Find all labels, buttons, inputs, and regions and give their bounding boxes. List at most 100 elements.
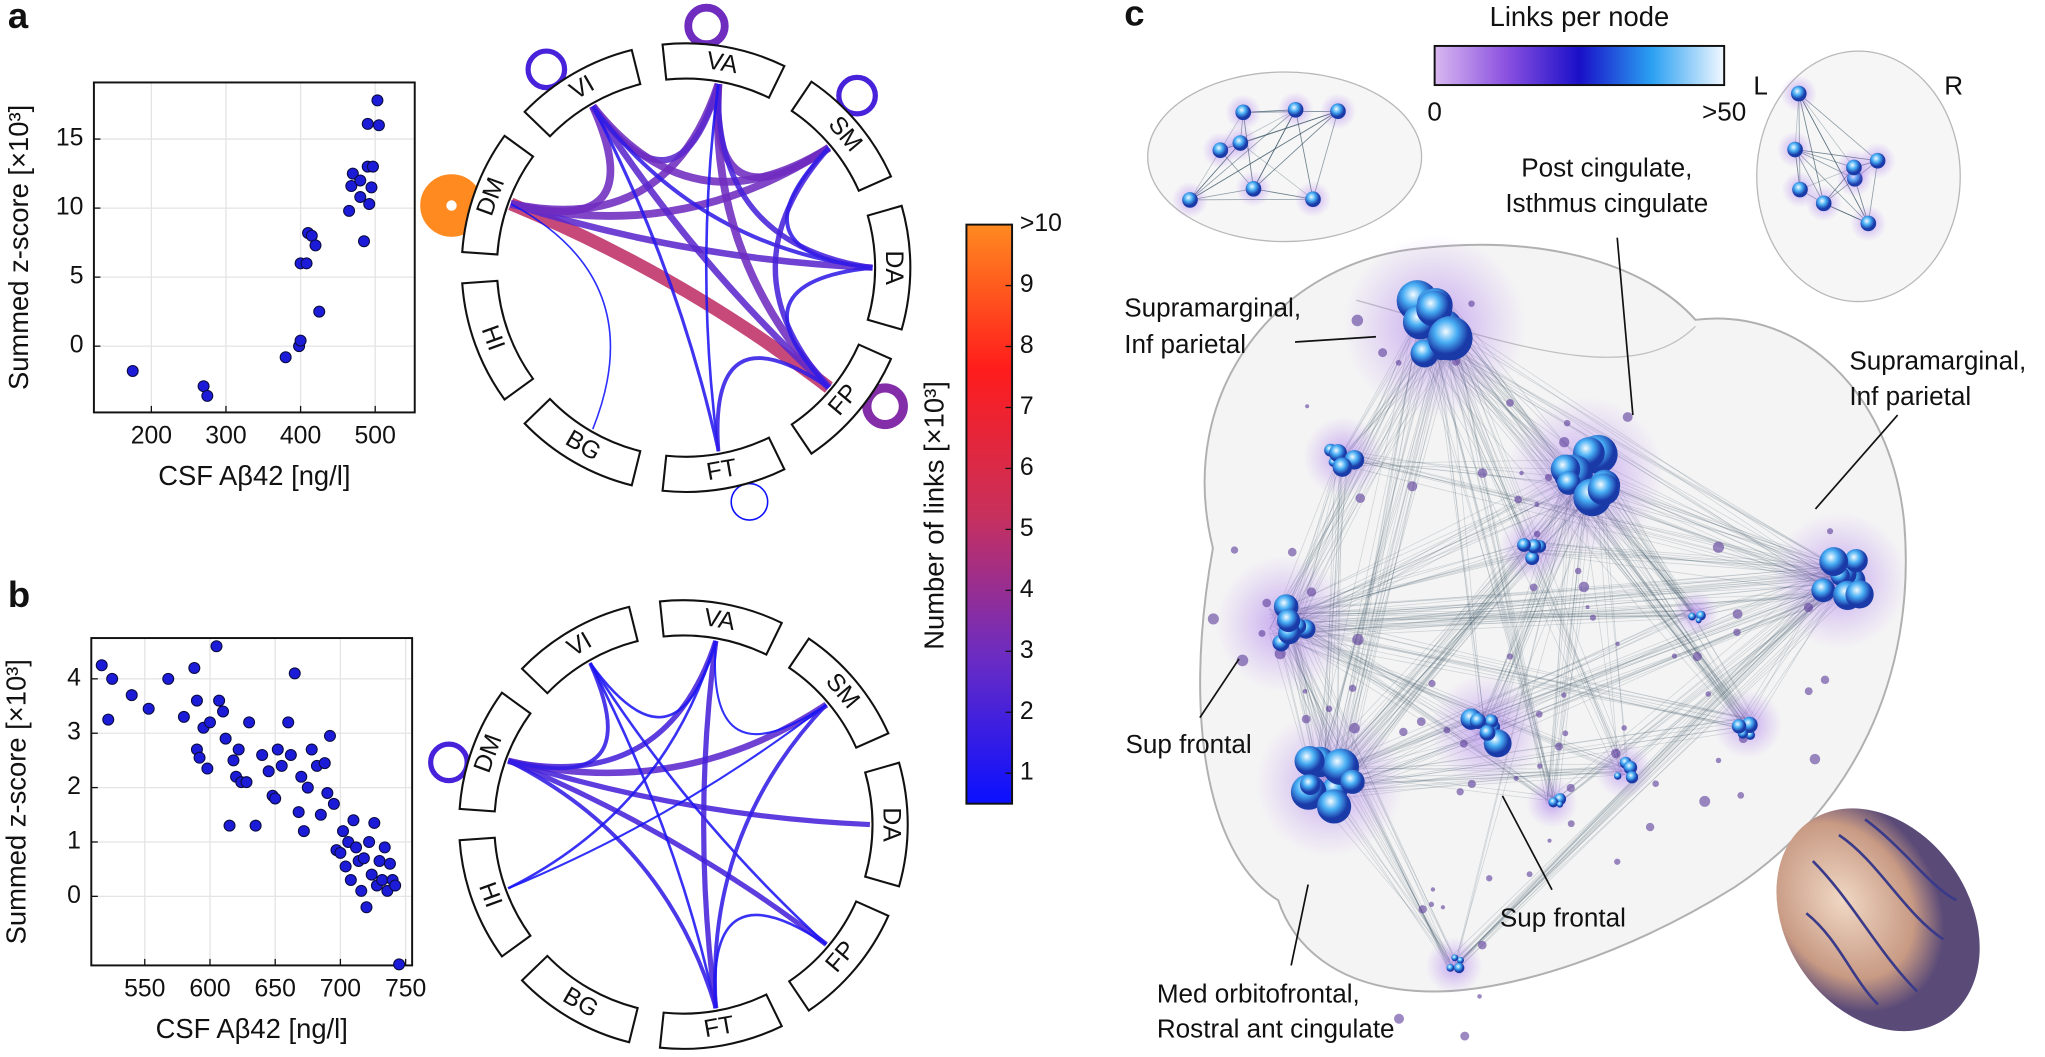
point (177, 710, 190, 723)
connection-line (1798, 93, 1869, 224)
chord-link (507, 758, 871, 828)
node (1804, 687, 1813, 696)
node (1622, 412, 1633, 422)
node-hub (1790, 85, 1807, 102)
point (305, 743, 318, 756)
chord-link (509, 104, 615, 216)
y-axis-label: Summed z-score [×10³] (0, 659, 31, 944)
node-segment (863, 761, 909, 888)
node-hub (1815, 195, 1832, 212)
node (1559, 436, 1570, 448)
annotation: Sup frontal (1126, 729, 1252, 759)
connection-line (1253, 110, 1339, 190)
colorbar-tick-label: 4 (1020, 576, 1034, 603)
connection-line (1273, 565, 1850, 613)
node-hub (1245, 180, 1262, 197)
connection-line (1288, 574, 1835, 629)
node (1705, 691, 1712, 697)
connection-line (1484, 588, 1826, 723)
node (1737, 792, 1745, 799)
connection-line (1342, 724, 1753, 788)
annotations: Supramarginal, Inf parietal Post cingula… (8, 0, 2026, 1044)
panel-label: a (8, 0, 29, 36)
node-hub (1548, 797, 1559, 808)
node-hub (1479, 724, 1496, 741)
node-hub (1614, 772, 1622, 780)
node-segment (866, 204, 912, 331)
connection-line (1798, 93, 1869, 224)
node (1394, 1013, 1404, 1024)
node (1809, 753, 1821, 765)
annotation: Inf parietal (1849, 381, 1971, 411)
connection-line (1253, 110, 1339, 190)
point (227, 754, 240, 767)
node-glow (1595, 741, 1653, 799)
node-glow (1425, 936, 1483, 995)
node-hub (1623, 760, 1638, 775)
node (1306, 587, 1317, 597)
point (347, 814, 360, 827)
node (1621, 725, 1627, 731)
node (1230, 546, 1239, 554)
node (1566, 783, 1575, 793)
node (1302, 688, 1308, 694)
point (288, 667, 301, 680)
connection-line (1459, 590, 1849, 968)
node (1349, 722, 1360, 734)
connection-line (1277, 572, 1846, 621)
node-hub (1305, 191, 1321, 208)
connection-line (1456, 590, 1854, 965)
point (294, 334, 307, 347)
y-tick-label: 3 (67, 719, 81, 746)
annotation: Med orbitofrontal, (1157, 978, 1360, 1008)
self-loop (862, 383, 908, 430)
connection-line (1298, 575, 1839, 632)
node-hub (1340, 769, 1365, 794)
self-loop (420, 174, 483, 237)
brain-3d (1776, 808, 1980, 1032)
node-hub (1846, 159, 1862, 176)
y-tick-label: 0 (67, 882, 81, 909)
annotation: Sup frontal (1500, 903, 1626, 933)
node-segment (787, 900, 890, 1012)
node (1803, 602, 1814, 613)
node (1563, 419, 1571, 427)
leader-line (1295, 335, 1376, 343)
chord-link (591, 105, 720, 452)
leader-line (1616, 237, 1634, 416)
y-tick-label: 1 (67, 828, 81, 855)
point (309, 239, 322, 252)
self-loop (428, 741, 470, 784)
node (1407, 481, 1418, 492)
node (1561, 692, 1567, 698)
y-tick-label: 10 (56, 194, 84, 221)
colorbar-tick-label: >10 (1020, 210, 1062, 237)
point (162, 672, 175, 685)
chord-link (510, 203, 612, 430)
node (1287, 547, 1297, 557)
node-label: FT (702, 1011, 736, 1043)
node (1416, 717, 1426, 726)
connection-line (1322, 594, 1831, 797)
point (275, 759, 288, 772)
node-hub (1787, 141, 1803, 158)
node-hub (1446, 963, 1455, 972)
point (363, 197, 376, 210)
node (1574, 567, 1582, 575)
node-hub (1811, 578, 1836, 603)
chord-link (588, 662, 718, 1009)
point (232, 743, 245, 756)
node-hub (1299, 774, 1321, 796)
point (223, 819, 236, 832)
connection-line (1189, 110, 1339, 201)
point (193, 751, 206, 764)
connection-line (1297, 595, 1832, 633)
node (1652, 780, 1659, 788)
node-label: VA (704, 47, 740, 79)
point (361, 117, 374, 130)
node (1692, 652, 1702, 662)
node (1443, 726, 1451, 734)
node (1611, 748, 1621, 759)
node-hub (1625, 771, 1639, 784)
x-tick-label: 750 (385, 976, 426, 1003)
